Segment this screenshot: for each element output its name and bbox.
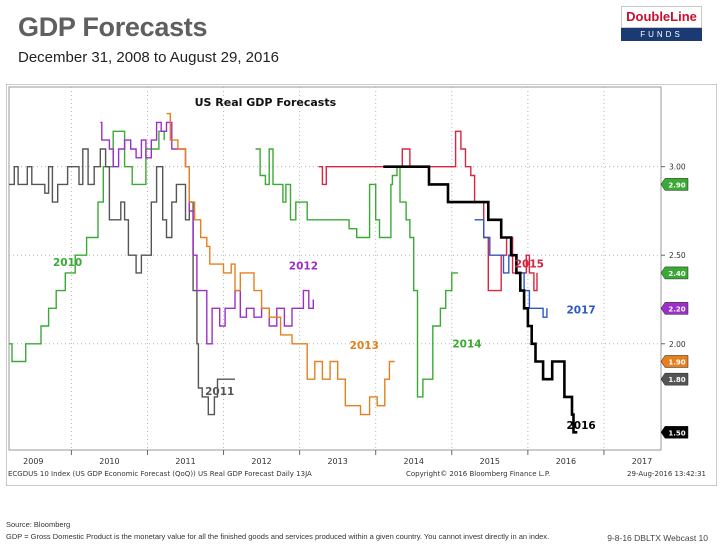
series-label-2017: 2017	[566, 305, 595, 317]
end-value-tag-box	[660, 426, 689, 439]
end-value-tag-label: 1.50	[668, 429, 685, 437]
series-label-2014: 2014	[452, 338, 481, 350]
gdp-forecast-chart: US Real GDP Forecasts 2010 2012 2011 2013 201…	[5, 83, 718, 487]
end-value-tag-box	[660, 302, 689, 315]
x-tick-label: 2012	[251, 457, 271, 466]
end-value-tag: 1.90	[660, 355, 689, 368]
series-label-2013: 2013	[350, 340, 379, 352]
series-line-2014	[255, 148, 458, 398]
doubleline-logo: DoubleLine FUNDS	[621, 6, 702, 41]
series-line-2016	[383, 165, 578, 434]
series-line-2012	[100, 121, 314, 345]
end-value-tag-label: 2.40	[668, 270, 685, 278]
end-value-tag: 2.40	[660, 266, 689, 280]
series-label-2010: 2010	[53, 257, 82, 269]
gdp-definition-note: GDP = Gross Domestic Product is the mone…	[6, 532, 550, 541]
x-tick-label: 2017	[632, 457, 652, 466]
logo-funds-bar: FUNDS	[621, 28, 702, 41]
end-value-tag: 1.80	[660, 372, 689, 386]
logo-wordmark: DoubleLine	[621, 6, 702, 28]
end-value-tag-label: 1.90	[668, 358, 685, 366]
series-label-2011: 2011	[205, 386, 234, 398]
x-tick-label: 2014	[404, 457, 424, 466]
series-line-2011	[9, 148, 235, 416]
end-value-tag-box	[660, 178, 689, 191]
x-tick-label: 2010	[99, 457, 119, 466]
plot-area	[8, 86, 662, 451]
end-value-tag-box	[660, 355, 689, 368]
end-value-tag: 2.20	[660, 302, 689, 315]
end-value-tag-label: 1.80	[668, 376, 685, 384]
source-note: Source: Bloomberg	[6, 520, 71, 529]
chart-footer-left: ECGDUS 10 Index (US GDP Economic Forecas…	[8, 470, 312, 478]
series-label-2015: 2015	[515, 259, 544, 271]
x-tick-label: 2009	[23, 457, 43, 466]
chart-panel: US Real GDP Forecasts 2010 2012 2011 2013 201…	[5, 83, 718, 487]
series-line-2010	[9, 130, 165, 363]
end-value-tag-label: 2.90	[668, 181, 685, 189]
end-value-tag: 1.50	[660, 426, 689, 439]
chart-footer-date: 29-Aug-2016 13:42:31	[627, 470, 706, 478]
end-value-tag: 2.90	[660, 178, 689, 191]
webcast-code: 9-8-16 DBLTX Webcast 10	[607, 533, 708, 543]
y-tick-label: 2.00	[669, 340, 686, 349]
end-value-tag-box	[660, 372, 689, 386]
series-line-2013	[166, 112, 395, 416]
x-tick-label: 2013	[327, 457, 347, 466]
series-label-2016: 2016	[566, 420, 595, 432]
x-tick-label: 2011	[175, 457, 195, 466]
y-tick-label: 2.50	[669, 251, 686, 260]
end-value-tag-box	[660, 266, 689, 280]
chart-title: US Real GDP Forecasts	[195, 96, 337, 109]
page-subtitle: December 31, 2008 to August 29, 2016	[18, 49, 280, 66]
series-label-2012: 2012	[289, 260, 318, 272]
page-title: GDP Forecasts	[18, 12, 208, 42]
x-tick-label: 2015	[480, 457, 500, 466]
end-value-tag-label: 2.20	[668, 305, 685, 313]
chart-footer-copyright: Copyright© 2016 Bloomberg Finance L.P.	[406, 470, 550, 478]
x-tick-label: 2016	[556, 457, 576, 466]
y-tick-label: 3.00	[669, 163, 686, 172]
